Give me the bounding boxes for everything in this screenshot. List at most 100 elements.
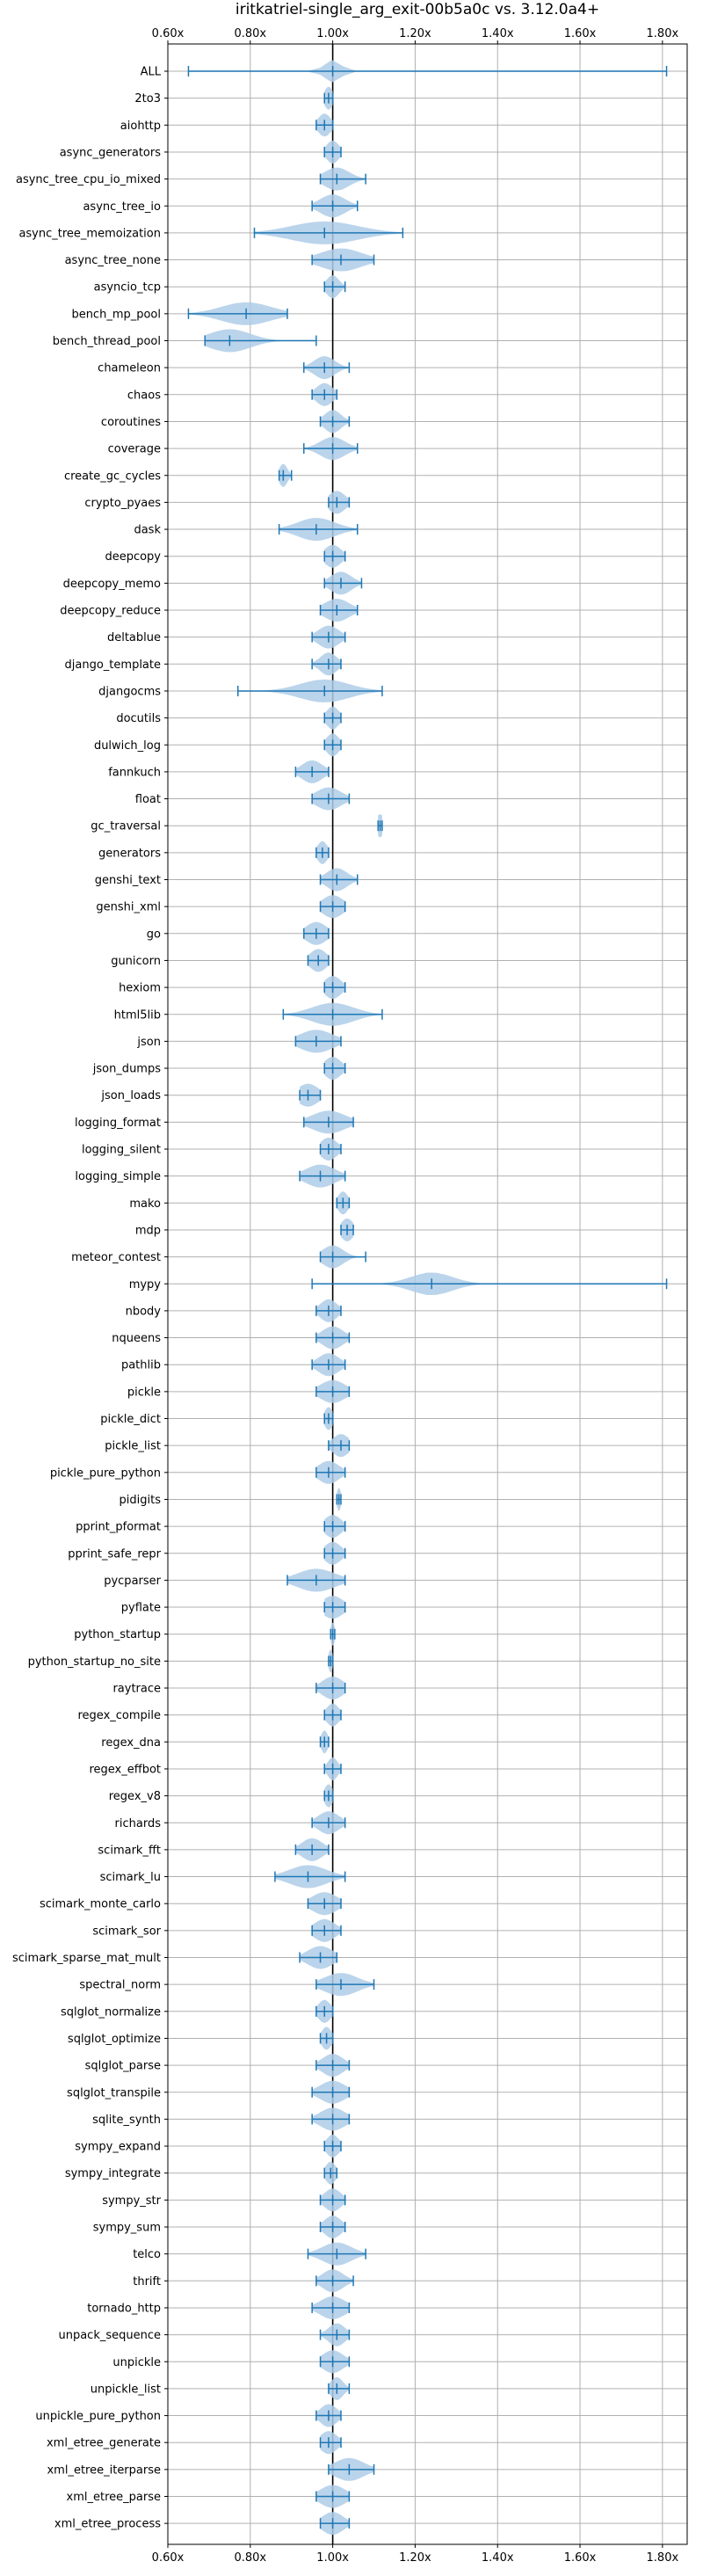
y-tick-label: float: [135, 793, 161, 806]
violin-sqlglot_normalize: [315, 1999, 334, 2023]
violin-hexiom: [323, 976, 346, 1000]
y-tick-label: richards: [115, 1817, 162, 1830]
x-tick-label-top: 0.60x: [152, 27, 185, 40]
violin-tornado_http: [311, 2296, 351, 2319]
violin-create_gc_cycles: [278, 463, 293, 487]
y-tick-label: json: [136, 1036, 161, 1049]
chart-title: iritkatriel-single_arg_exit-00b5a0c vs. …: [236, 1, 599, 18]
y-tick-label: unpickle: [112, 2356, 161, 2369]
violin-json_loads: [299, 1083, 322, 1107]
violin-xml_etree_parse: [315, 2485, 351, 2508]
y-tick-label: pyflate: [121, 1602, 161, 1615]
violin-logging_simple: [299, 1164, 346, 1188]
y-tick-label: djangocms: [98, 685, 161, 698]
violin-mdp: [340, 1219, 354, 1241]
x-tick-label-bottom: 1.80x: [647, 2551, 679, 2565]
axis-layer: 0.60x 0.60x 0.80x 0.80x 1.00x 1.00x 1.20x 1.20x…: [12, 27, 678, 2565]
violin-richards: [311, 1811, 346, 1835]
violin-pprint_safe_repr: [323, 1541, 346, 1565]
grid-layer: [167, 44, 687, 2544]
violin-sqlglot_optimize: [319, 2027, 334, 2050]
y-tick-label: docutils: [116, 712, 161, 725]
violin-spectral_norm: [315, 1973, 375, 1997]
y-tick-label: sqlglot_optimize: [68, 2033, 161, 2046]
y-tick-label: bench_mp_pool: [71, 308, 161, 321]
violin-sympy_str: [319, 2188, 346, 2212]
y-tick-label: django_template: [65, 659, 161, 672]
violin-unpickle_list: [328, 2376, 351, 2400]
violin-deepcopy_reduce: [319, 599, 359, 622]
violin-regex_dna: [319, 1730, 330, 1754]
y-tick-label: scimark_sparse_mat_mult: [12, 1952, 161, 1965]
y-tick-label: aiohttp: [120, 120, 161, 133]
y-tick-label: deepcopy_reduce: [60, 605, 161, 618]
violin-generators: [315, 840, 330, 864]
violin-xml_etree_process: [319, 2512, 351, 2536]
violin-deepcopy_memo: [323, 571, 363, 595]
y-tick-label: sqlglot_parse: [85, 2060, 161, 2073]
x-tick-label-bottom: 1.20x: [399, 2551, 431, 2565]
y-tick-label: async_tree_none: [65, 254, 161, 267]
y-tick-label: genshi_text: [95, 874, 161, 887]
violin-pathlib: [311, 1353, 346, 1377]
y-tick-label: async_tree_cpu_io_mixed: [16, 173, 161, 186]
y-tick-label: async_tree_memoization: [18, 227, 161, 240]
y-tick-label: unpickle_pure_python: [35, 2410, 161, 2423]
violin-thrift: [315, 2269, 354, 2293]
violin-async_generators: [323, 140, 342, 164]
violin-python_startup_no_site: [328, 1649, 334, 1673]
y-tick-label: deepcopy_memo: [63, 578, 161, 591]
violin-bench_mp_pool: [187, 302, 288, 325]
violin-xml_etree_iterparse: [328, 2457, 375, 2481]
violin-regex_effbot: [323, 1757, 342, 1780]
violin-docutils: [323, 706, 342, 730]
x-tick-label-bottom: 1.40x: [482, 2551, 514, 2565]
y-tick-label: fannkuch: [108, 766, 161, 779]
y-tick-label: nbody: [126, 1305, 162, 1318]
violin-crypto_pyaes: [328, 491, 351, 514]
violin-scimark_monte_carlo: [307, 1892, 342, 1916]
y-tick-label: pickle_list: [105, 1440, 161, 1453]
y-tick-label: sympy_str: [102, 2194, 161, 2208]
y-tick-label: pathlib: [121, 1359, 161, 1372]
y-tick-label: json_dumps: [92, 1063, 161, 1076]
y-tick-label: thrift: [133, 2275, 161, 2289]
y-tick-label: scimark_monte_carlo: [40, 1898, 161, 1911]
violin-deepcopy: [323, 544, 346, 568]
y-tick-label: telco: [133, 2248, 161, 2261]
y-tick-label: scimark_fft: [98, 1844, 161, 1857]
violin-sqlglot_transpile: [311, 2080, 351, 2104]
y-tick-label: mdp: [135, 1224, 161, 1237]
violin-pickle: [315, 1379, 351, 1403]
violin-logging_format: [303, 1110, 354, 1134]
y-tick-label: dask: [134, 524, 161, 537]
violin-telco: [307, 2242, 366, 2266]
violin-sympy_integrate: [323, 2161, 338, 2185]
violin-nbody: [315, 1299, 342, 1322]
y-tick-label: gc_traversal: [91, 820, 161, 833]
y-tick-label: pickle_pure_python: [50, 1466, 161, 1480]
violin-go: [303, 921, 330, 945]
y-tick-label: chaos: [127, 389, 161, 402]
violin-scimark_fft: [294, 1837, 330, 1861]
violin-layer: [187, 60, 668, 2536]
x-tick-label-top: 1.00x: [316, 27, 349, 40]
x-tick-label-top: 1.60x: [564, 27, 597, 40]
violin-unpack_sequence: [319, 2323, 351, 2347]
y-tick-label: unpack_sequence: [58, 2329, 161, 2342]
y-tick-label: hexiom: [119, 982, 161, 995]
y-tick-label: asyncio_tcp: [94, 281, 161, 295]
y-tick-label: pprint_pformat: [76, 1521, 161, 1534]
violin-django_template: [311, 652, 342, 676]
violin-scimark_sor: [311, 1918, 342, 1942]
y-tick-label: mako: [129, 1197, 161, 1211]
y-tick-label: sympy_integrate: [65, 2167, 161, 2180]
violin-coroutines: [319, 410, 351, 433]
violin-scimark_sparse_mat_mult: [299, 1946, 338, 1969]
y-tick-label: pickle: [127, 1386, 161, 1399]
y-tick-label: xml_etree_iterparse: [47, 2463, 161, 2477]
x-tick-label-top: 1.40x: [482, 27, 514, 40]
violin-logging_silent: [319, 1138, 342, 1161]
violin-python_startup: [330, 1622, 336, 1646]
y-tick-label: python_startup: [74, 1628, 161, 1641]
